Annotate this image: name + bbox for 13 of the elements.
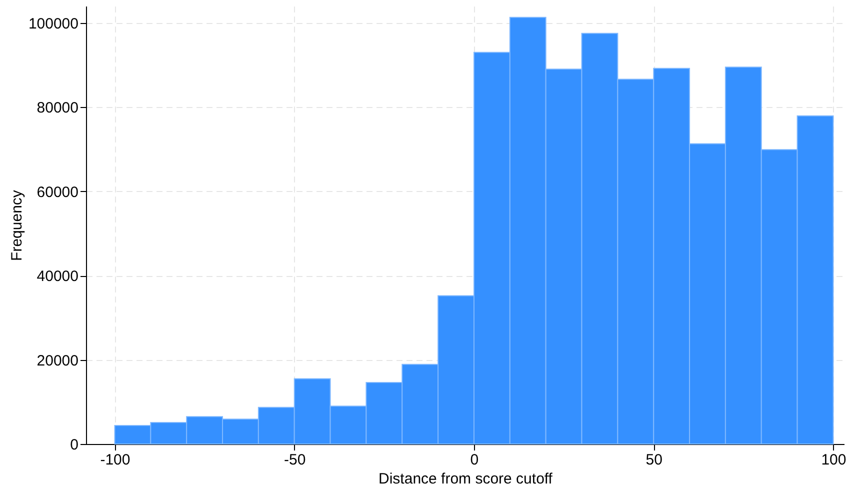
- y-tick-label: 40000: [36, 268, 78, 286]
- y-tick-label: 60000: [36, 184, 78, 201]
- y-tick-label: 20000: [36, 352, 78, 370]
- y-axis-title: Frequency: [8, 190, 26, 261]
- x-tick-label: 0: [470, 452, 479, 468]
- x-axis-title: Distance from score cutoff: [378, 470, 554, 488]
- y-tick-label: 0: [70, 436, 78, 454]
- x-tick-label: 100: [821, 452, 846, 468]
- x-tick-label: -50: [284, 452, 306, 468]
- y-tick-label: 80000: [36, 100, 78, 117]
- x-tick-label: -100: [100, 452, 130, 468]
- x-tick-label: 50: [646, 452, 662, 468]
- y-tick-label: 100000: [28, 15, 78, 32]
